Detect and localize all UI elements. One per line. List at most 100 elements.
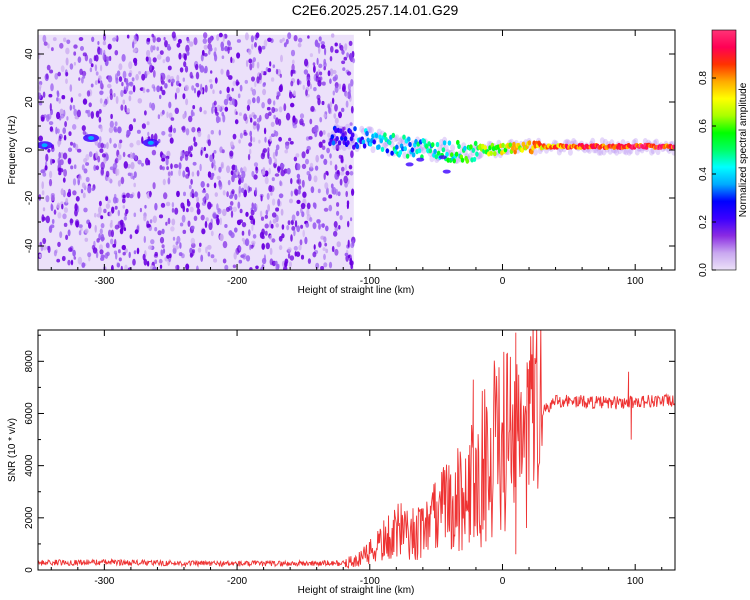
noise-blob — [198, 63, 202, 70]
noise-blob — [254, 187, 258, 195]
noise-blob — [180, 150, 184, 158]
noise-blob — [299, 239, 303, 246]
noise-blob — [326, 147, 330, 154]
noise-blob — [324, 47, 327, 56]
noise-blob — [264, 230, 268, 236]
noise-blob — [331, 245, 335, 253]
noise-blob — [100, 167, 105, 176]
noise-blob — [124, 264, 128, 270]
noise-blob — [196, 170, 200, 177]
noise-blob — [329, 68, 334, 77]
noise-blob — [94, 64, 98, 72]
noise-blob — [352, 58, 356, 64]
noise-blob — [97, 142, 102, 149]
signal-blob — [456, 139, 460, 146]
noise-blob — [251, 240, 256, 245]
noise-blob — [160, 75, 163, 83]
signal-blob — [472, 156, 477, 162]
noise-blob — [335, 173, 340, 180]
noise-blob — [100, 256, 105, 261]
noise-blob — [174, 207, 179, 215]
noise-blob — [49, 126, 54, 132]
signal-blob — [390, 150, 394, 156]
noise-blob — [149, 219, 153, 224]
noise-blob — [280, 208, 284, 216]
noise-blob — [204, 220, 208, 229]
noise-blob — [102, 103, 107, 107]
noise-blob — [324, 242, 328, 247]
noise-blob — [63, 207, 68, 213]
noise-blob — [302, 84, 305, 90]
snr-ytick-label: 4000 — [24, 454, 35, 477]
noise-blob — [322, 247, 326, 252]
noise-blob — [134, 60, 138, 67]
noise-blob — [60, 113, 65, 119]
snr-xtick-label: -100 — [360, 576, 380, 587]
noise-blob — [322, 139, 326, 144]
noise-blob — [273, 100, 276, 106]
noise-blob — [341, 49, 345, 55]
noise-blob — [154, 227, 158, 232]
noise-blob — [178, 252, 183, 257]
noise-blob — [113, 93, 116, 98]
snr-ytick-label: 2000 — [24, 506, 35, 529]
noise-blob — [243, 183, 248, 190]
noise-blob — [306, 208, 310, 217]
noise-blob — [76, 109, 81, 118]
noise-blob — [145, 157, 149, 166]
noise-blob — [120, 222, 124, 231]
noise-blob — [108, 55, 112, 62]
noise-blob — [287, 247, 292, 252]
noise-blob — [50, 158, 53, 166]
noise-blob — [289, 91, 293, 99]
noise-blob — [212, 89, 215, 94]
spectrogram-ytick-label: 20 — [24, 96, 35, 108]
noise-blob — [231, 189, 235, 195]
noise-blob — [182, 113, 186, 120]
noise-blob — [332, 90, 335, 96]
noise-blob — [166, 150, 171, 158]
noise-blob — [243, 113, 248, 121]
noise-blob — [50, 193, 55, 198]
noise-blob — [42, 237, 47, 245]
colorbar-tick-label: 0.4 — [698, 167, 709, 181]
noise-blob — [117, 154, 122, 161]
noise-blob — [238, 259, 243, 264]
noise-blob — [296, 163, 301, 171]
noise-blob — [95, 151, 99, 159]
noise-blob — [80, 189, 84, 194]
noise-blob — [114, 224, 120, 230]
noise-blob — [165, 56, 170, 63]
noise-blob — [224, 264, 229, 270]
signal-blob — [530, 149, 534, 155]
noise-blob — [179, 242, 182, 249]
noise-blob — [293, 35, 298, 42]
noise-blob — [221, 55, 225, 59]
noise-blob — [70, 259, 74, 266]
noise-blob — [95, 71, 99, 76]
noise-blob — [154, 251, 158, 257]
noise-blob — [60, 65, 65, 73]
noise-blob — [133, 250, 137, 255]
noise-blob — [345, 170, 350, 176]
noise-blob — [248, 142, 253, 147]
noise-blob — [301, 151, 306, 159]
noise-blob — [101, 153, 106, 158]
noise-blob — [99, 148, 104, 153]
noise-blob — [237, 201, 241, 209]
noise-blob — [45, 215, 50, 224]
noise-blob — [105, 203, 110, 210]
noise-blob — [99, 98, 103, 104]
noise-blob — [329, 56, 333, 62]
noise-blob — [222, 241, 228, 249]
noise-blob — [319, 117, 323, 123]
noise-blob — [244, 32, 249, 41]
signal-feature — [438, 155, 447, 160]
noise-blob — [267, 204, 270, 212]
noise-blob — [350, 79, 354, 87]
noise-blob — [260, 70, 264, 75]
noise-blob — [151, 102, 156, 111]
noise-blob — [228, 96, 233, 102]
noise-blob — [61, 203, 64, 210]
snr-xtick-label: 100 — [627, 576, 644, 587]
